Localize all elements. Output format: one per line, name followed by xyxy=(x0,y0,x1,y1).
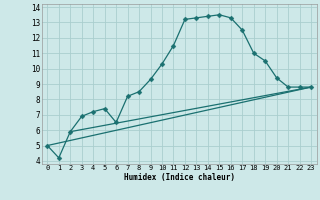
X-axis label: Humidex (Indice chaleur): Humidex (Indice chaleur) xyxy=(124,173,235,182)
